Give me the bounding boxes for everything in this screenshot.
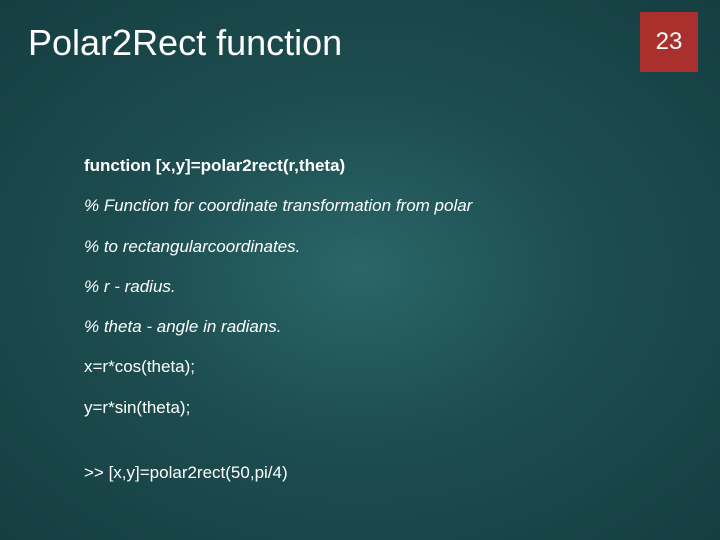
code-line: x=r*cos(theta); [84, 356, 660, 377]
code-line-comment: % to rectangularcoordinates. [84, 236, 660, 257]
code-line-signature: function [x,y]=polar2rect(r,theta) [84, 155, 660, 176]
slide: 23 Polar2Rect function function [x,y]=po… [0, 0, 720, 540]
code-line: y=r*sin(theta); [84, 397, 660, 418]
page-number-badge: 23 [640, 12, 698, 72]
page-number: 23 [656, 28, 683, 56]
code-line-comment: % r - radius. [84, 276, 660, 297]
code-line-prompt: >> [x,y]=polar2rect(50,pi/4) [84, 462, 660, 483]
code-body: function [x,y]=polar2rect(r,theta) % Fun… [84, 155, 660, 502]
code-line-comment: % theta - angle in radians. [84, 316, 660, 337]
slide-title: Polar2Rect function [28, 22, 342, 64]
code-line-comment: % Function for coordinate transformation… [84, 195, 660, 216]
